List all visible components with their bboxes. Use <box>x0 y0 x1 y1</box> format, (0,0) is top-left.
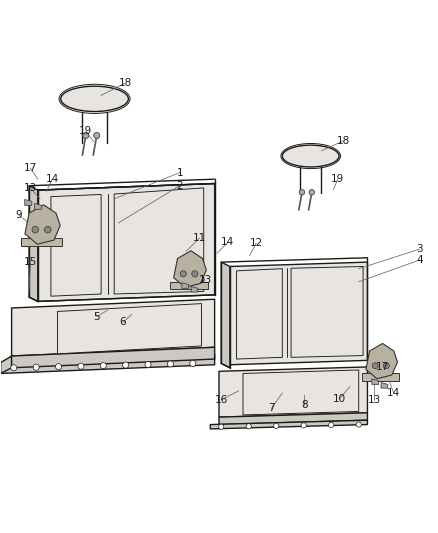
Text: 12: 12 <box>250 238 263 248</box>
Text: 15: 15 <box>24 257 37 267</box>
Text: 14: 14 <box>221 238 234 247</box>
Polygon shape <box>210 420 367 429</box>
Polygon shape <box>21 238 62 246</box>
Circle shape <box>83 133 89 139</box>
Polygon shape <box>51 195 101 296</box>
Text: 18: 18 <box>337 136 350 146</box>
Polygon shape <box>12 348 215 368</box>
Ellipse shape <box>61 86 128 111</box>
Circle shape <box>274 423 279 429</box>
Polygon shape <box>25 205 60 244</box>
Polygon shape <box>1 354 215 374</box>
Text: 13: 13 <box>198 276 212 286</box>
Circle shape <box>219 424 224 430</box>
Polygon shape <box>29 185 38 302</box>
Circle shape <box>383 363 389 369</box>
Polygon shape <box>219 367 367 417</box>
Polygon shape <box>182 283 189 288</box>
Circle shape <box>11 365 17 371</box>
Polygon shape <box>191 286 198 292</box>
Circle shape <box>123 362 129 368</box>
Circle shape <box>180 271 186 277</box>
Circle shape <box>94 133 100 139</box>
Polygon shape <box>362 373 399 381</box>
Circle shape <box>190 360 196 367</box>
Circle shape <box>78 363 84 369</box>
Text: 9: 9 <box>16 210 22 220</box>
Text: 14: 14 <box>46 174 59 184</box>
Polygon shape <box>174 251 206 287</box>
Text: 4: 4 <box>417 255 423 265</box>
Polygon shape <box>38 183 215 302</box>
Polygon shape <box>219 413 367 425</box>
Text: 3: 3 <box>417 244 423 254</box>
Circle shape <box>192 271 198 277</box>
Text: 13: 13 <box>24 183 37 193</box>
Text: 17: 17 <box>24 163 37 173</box>
Text: 7: 7 <box>268 403 275 414</box>
Circle shape <box>33 364 39 370</box>
Text: 19: 19 <box>331 174 344 184</box>
Polygon shape <box>114 188 204 294</box>
Circle shape <box>246 424 251 429</box>
Text: 11: 11 <box>193 233 206 243</box>
Polygon shape <box>57 304 201 354</box>
Circle shape <box>299 190 305 195</box>
Polygon shape <box>12 299 215 356</box>
Circle shape <box>56 364 62 370</box>
Circle shape <box>44 227 51 233</box>
Circle shape <box>309 190 314 195</box>
Circle shape <box>145 361 151 368</box>
Text: 18: 18 <box>119 78 132 88</box>
Text: 10: 10 <box>332 394 346 404</box>
Text: 16: 16 <box>215 394 228 405</box>
Polygon shape <box>291 266 363 357</box>
Polygon shape <box>230 262 367 365</box>
Text: 19: 19 <box>79 126 92 136</box>
Circle shape <box>356 422 361 427</box>
Circle shape <box>32 227 39 233</box>
Circle shape <box>100 362 106 369</box>
Text: 14: 14 <box>387 388 400 398</box>
Text: 13: 13 <box>367 394 381 405</box>
Circle shape <box>301 423 306 428</box>
Ellipse shape <box>283 145 339 167</box>
Polygon shape <box>25 199 32 205</box>
Text: 17: 17 <box>376 362 389 372</box>
Text: 2: 2 <box>177 181 183 191</box>
Polygon shape <box>35 204 42 209</box>
Polygon shape <box>221 262 230 368</box>
Polygon shape <box>243 370 359 415</box>
Circle shape <box>328 422 334 427</box>
Circle shape <box>372 363 378 369</box>
Text: 8: 8 <box>301 400 307 410</box>
Text: 1: 1 <box>177 168 183 177</box>
Polygon shape <box>372 379 378 384</box>
Polygon shape <box>1 356 12 374</box>
Polygon shape <box>381 383 388 388</box>
Polygon shape <box>237 269 283 359</box>
Polygon shape <box>170 281 208 289</box>
Text: 5: 5 <box>93 312 100 322</box>
Circle shape <box>167 361 173 367</box>
Polygon shape <box>366 343 397 379</box>
Text: 6: 6 <box>120 317 126 327</box>
